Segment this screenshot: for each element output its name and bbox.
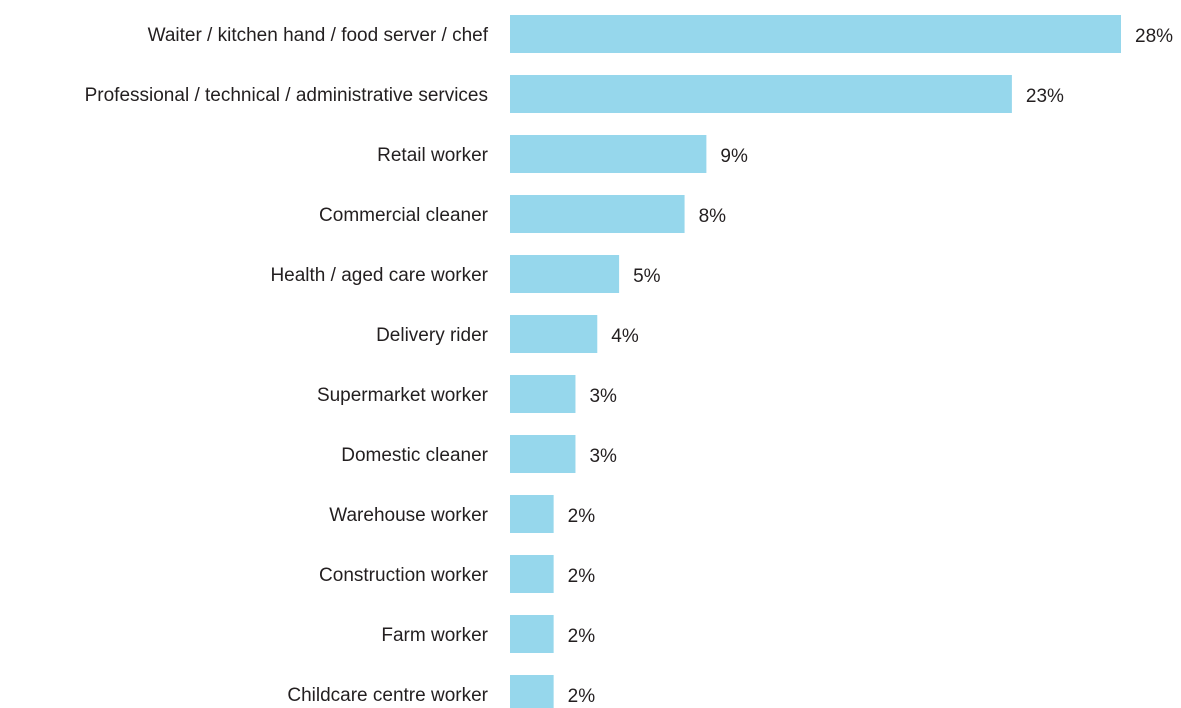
category-label: Waiter / kitchen hand / food server / ch… <box>148 25 489 46</box>
category-label: Domestic cleaner <box>341 445 488 466</box>
category-label: Warehouse worker <box>329 505 488 526</box>
value-label: 4% <box>611 326 639 347</box>
value-label: 3% <box>589 386 617 407</box>
value-label: 2% <box>568 626 596 647</box>
category-label: Construction worker <box>319 565 489 586</box>
value-label: 2% <box>568 686 596 707</box>
bar <box>510 435 576 473</box>
bar <box>510 555 554 593</box>
value-label: 23% <box>1026 86 1064 107</box>
bar <box>510 195 685 233</box>
value-label: 2% <box>568 506 596 527</box>
value-label: 2% <box>568 566 596 587</box>
category-label: Delivery rider <box>376 325 489 346</box>
value-label: 9% <box>720 146 748 167</box>
bar <box>510 135 707 173</box>
bar <box>510 675 554 708</box>
bar <box>510 615 554 653</box>
category-label: Retail worker <box>377 145 489 166</box>
category-label: Professional / technical / administrativ… <box>85 85 488 106</box>
value-label: 28% <box>1135 26 1173 47</box>
category-label: Supermarket worker <box>317 385 489 406</box>
bar <box>510 255 620 293</box>
category-label: Commercial cleaner <box>319 205 489 226</box>
bar <box>510 75 1012 113</box>
category-label: Health / aged care worker <box>270 265 488 286</box>
category-label: Farm worker <box>381 625 488 646</box>
bar <box>510 495 554 533</box>
bar <box>510 375 576 413</box>
value-label: 5% <box>633 266 661 287</box>
value-label: 8% <box>699 206 727 227</box>
bar <box>510 15 1121 53</box>
bar <box>510 315 598 353</box>
value-label: 3% <box>589 446 617 467</box>
category-label: Childcare centre worker <box>287 685 488 706</box>
